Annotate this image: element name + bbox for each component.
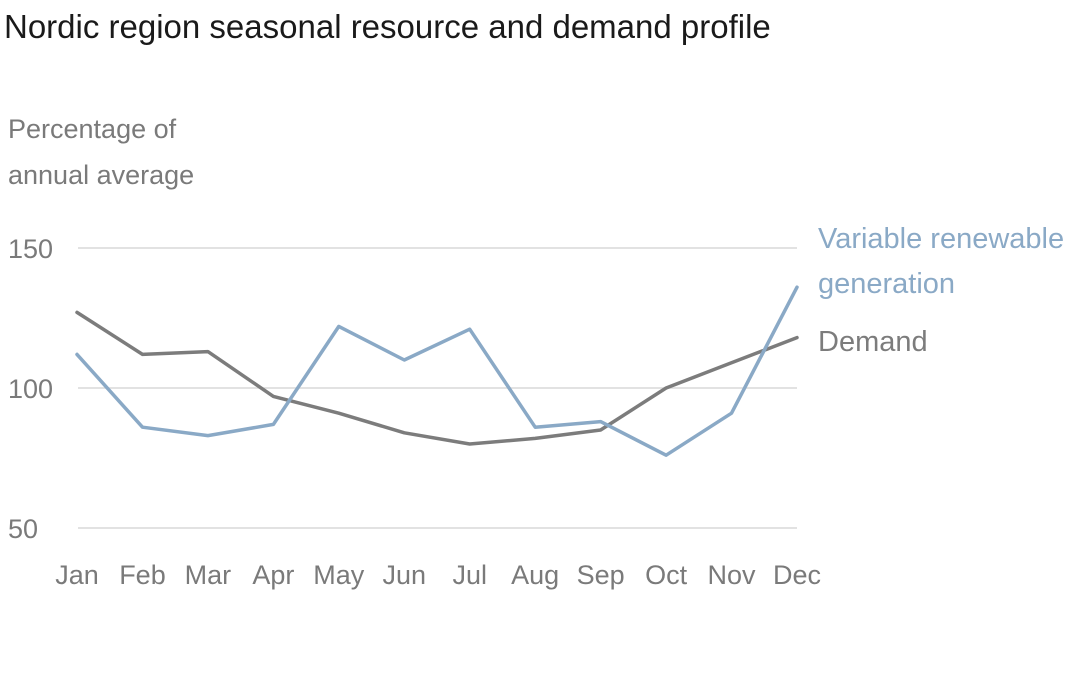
- y-axis-label-line-2: annual average: [8, 160, 194, 190]
- legend-label-variable-renewable-generation-line-2: generation: [818, 268, 955, 300]
- x-tick-label-oct: Oct: [645, 560, 688, 590]
- gridlines: [78, 247, 797, 529]
- series-line-variable-renewable-generation: [75, 285, 799, 457]
- y-tick-labels: 50 100 150: [8, 234, 53, 544]
- x-tick-label-feb: Feb: [119, 560, 166, 590]
- legend-label-variable-renewable-generation-line-1: Variable renewable: [818, 223, 1064, 255]
- x-tick-label-sep: Sep: [577, 560, 625, 590]
- x-tick-label-dec: Dec: [773, 560, 821, 590]
- series-lines: [75, 285, 799, 457]
- legend-label-demand-line-1: Demand: [818, 326, 928, 358]
- x-tick-label-aug: Aug: [511, 560, 559, 590]
- x-tick-label-nov: Nov: [708, 560, 757, 590]
- x-tick-label-jan: Jan: [55, 560, 99, 590]
- x-tick-label-may: May: [313, 560, 365, 590]
- chart-title: Nordic region seasonal resource and dema…: [4, 8, 771, 45]
- x-tick-label-jun: Jun: [382, 560, 426, 590]
- y-axis-label-line-1: Percentage of: [8, 114, 177, 144]
- y-tick-label-50: 50: [8, 514, 38, 544]
- legend-labels: Variable renewable generation Demand: [818, 223, 1064, 358]
- x-tick-label-apr: Apr: [252, 560, 294, 590]
- series-line-demand: [75, 310, 799, 446]
- x-tick-label-mar: Mar: [185, 560, 232, 590]
- y-tick-label-100: 100: [8, 374, 53, 404]
- x-tick-labels: Jan Feb Mar Apr May Jun Jul Aug Sep Oct Nov Dec: [55, 560, 821, 590]
- x-tick-label-jul: Jul: [452, 560, 487, 590]
- y-tick-label-150: 150: [8, 234, 53, 264]
